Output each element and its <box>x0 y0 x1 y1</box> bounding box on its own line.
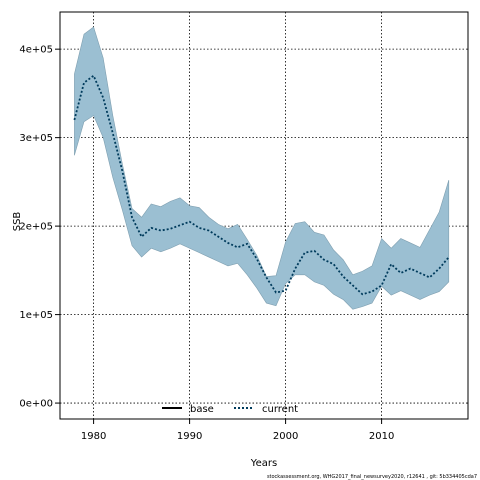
x-tick-label: 2010 <box>369 431 394 442</box>
y-axis-title: SSB <box>12 212 23 232</box>
legend-label-base: base <box>190 404 214 415</box>
y-tick-label: 1e+05 <box>19 310 53 321</box>
series-line-current <box>73 74 450 296</box>
x-tick-label: 2000 <box>273 431 298 442</box>
y-tick-label: 4e+05 <box>19 45 53 56</box>
y-tick-label: 3e+05 <box>19 133 53 144</box>
x-tick-label: 1990 <box>177 431 202 442</box>
y-tick-label: 2e+05 <box>19 222 53 233</box>
axis-ticks: 1980 1990 2000 2010 0e+00 1e+05 2e+05 3e+05 4e+0… <box>19 45 394 442</box>
x-axis-title: Years <box>250 458 277 469</box>
y-tick-label: 0e+00 <box>19 399 53 410</box>
footer-note: stockassessment.org, WHG2017_final_newsu… <box>267 474 477 480</box>
confidence-band <box>74 26 450 310</box>
plot-frame <box>59 11 469 420</box>
grid-lines <box>60 12 468 419</box>
legend-label-current: current <box>262 404 298 415</box>
x-tick-label: 1980 <box>81 431 106 442</box>
legend: base current <box>162 404 298 415</box>
